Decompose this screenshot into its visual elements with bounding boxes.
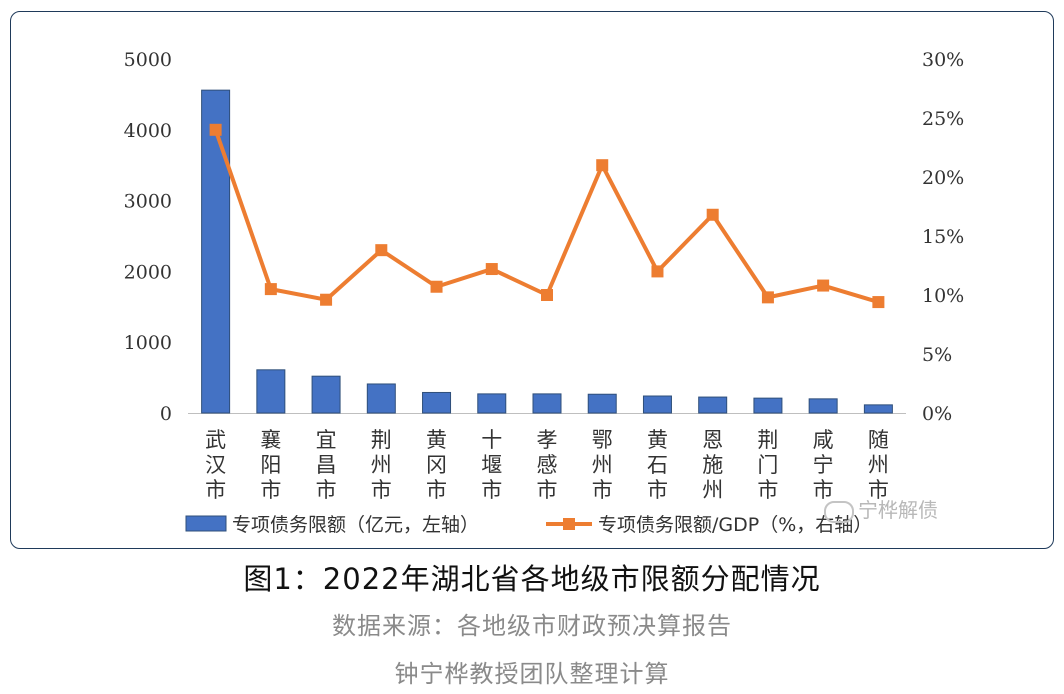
x-tick-label: 市	[868, 478, 889, 502]
line-series	[213, 129, 879, 304]
y-right-tick-label: 10%	[922, 285, 964, 307]
bar	[808, 398, 838, 414]
line-marker	[264, 283, 277, 296]
line-marker	[596, 159, 609, 172]
line-marker	[375, 244, 388, 257]
x-tick-label: 阳	[260, 453, 281, 477]
x-tick-label: 市	[316, 478, 337, 502]
legend-bar-swatch	[185, 515, 227, 532]
x-tick-label: 恩	[702, 428, 723, 452]
x-tick-label: 市	[260, 478, 281, 502]
line-marker	[430, 280, 443, 293]
bar	[587, 393, 617, 414]
watermark: 宁桦解债	[824, 494, 938, 523]
data-source: 数据来源：各地级市财政预决算报告	[332, 612, 732, 640]
x-tick-label: 昌	[316, 453, 337, 477]
bar	[698, 396, 728, 414]
line-marker	[761, 291, 774, 304]
x-tick-label: 随	[868, 428, 889, 452]
bar	[366, 383, 396, 414]
x-tick-label: 荆	[757, 428, 778, 452]
x-tick-label: 黄	[426, 428, 447, 452]
wechat-icon	[824, 500, 854, 523]
y-right-tick-label: 30%	[922, 49, 964, 71]
x-tick-label: 市	[592, 478, 613, 502]
bar	[477, 393, 507, 414]
x-tick-label: 宜	[316, 428, 337, 452]
line-marker	[320, 293, 333, 306]
line-marker	[706, 208, 719, 221]
x-tick-label: 市	[205, 478, 226, 502]
line-marker	[485, 263, 498, 276]
y-right-tick-label: 25%	[922, 108, 964, 130]
y-left-tick-label: 0	[160, 403, 172, 425]
x-tick-label: 门	[757, 453, 778, 477]
line-marker	[651, 265, 664, 278]
bar	[532, 393, 562, 414]
line-marker	[209, 123, 222, 136]
y-left-tick-label: 4000	[124, 120, 172, 142]
x-tick-label: 市	[647, 478, 668, 502]
x-tick-label: 堰	[481, 453, 502, 477]
bar	[201, 89, 231, 414]
bar	[642, 395, 672, 414]
x-tick-label: 十	[481, 428, 502, 452]
credit-line: 钟宁桦教授团队整理计算	[394, 660, 670, 688]
y-right-tick-label: 0%	[922, 403, 952, 425]
x-tick-label: 汉	[205, 453, 226, 477]
legend-bar-label: 专项债务限额（亿元，左轴）	[232, 514, 479, 536]
x-tick-label: 荆	[371, 428, 392, 452]
y-left-tick-label: 2000	[124, 261, 172, 283]
bar	[256, 369, 286, 414]
x-tick-label: 黄	[647, 428, 668, 452]
bar	[311, 375, 341, 414]
bar	[863, 404, 893, 414]
x-tick-label: 咸	[813, 428, 834, 452]
x-tick-label: 州	[592, 453, 613, 477]
legend-line-marker	[563, 518, 575, 530]
line-marker	[817, 279, 830, 292]
y-right-tick-label: 5%	[922, 344, 952, 366]
x-tick-label: 市	[537, 478, 558, 502]
y-left-tick-label: 1000	[124, 332, 172, 354]
x-tick-label: 孝	[537, 428, 558, 452]
y-right-tick-label: 20%	[922, 167, 964, 189]
figure-title: 图1：2022年湖北省各地级市限额分配情况	[243, 562, 821, 596]
y-right-tick-label: 15%	[922, 226, 964, 248]
x-tick-label: 市	[371, 478, 392, 502]
x-tick-label: 武	[205, 428, 226, 452]
x-tick-label: 冈	[426, 453, 447, 477]
x-tick-label: 州	[702, 478, 723, 502]
watermark-text: 宁桦解债	[858, 498, 938, 522]
line-marker	[872, 296, 885, 309]
line-marker	[541, 289, 553, 301]
legend-line-label: 专项债务限额/GDP（%，右轴）	[598, 514, 872, 536]
x-tick-label: 鄂	[592, 428, 613, 452]
x-tick-label: 市	[813, 478, 834, 502]
y-left-tick-label: 3000	[124, 191, 172, 213]
x-tick-label: 市	[757, 478, 778, 502]
x-tick-label: 州	[868, 453, 889, 477]
x-tick-label: 市	[481, 478, 502, 502]
bar	[422, 391, 452, 414]
x-tick-label: 市	[426, 478, 447, 502]
x-tick-label: 州	[371, 453, 392, 477]
x-tick-label: 宁	[813, 453, 834, 477]
x-tick-label: 感	[537, 453, 558, 477]
x-tick-label: 施	[702, 453, 723, 477]
y-left-tick-label: 5000	[124, 49, 172, 71]
chart-frame	[10, 11, 1054, 549]
x-tick-label: 襄	[260, 428, 281, 452]
x-tick-label: 石	[647, 453, 668, 477]
bar	[753, 397, 783, 414]
